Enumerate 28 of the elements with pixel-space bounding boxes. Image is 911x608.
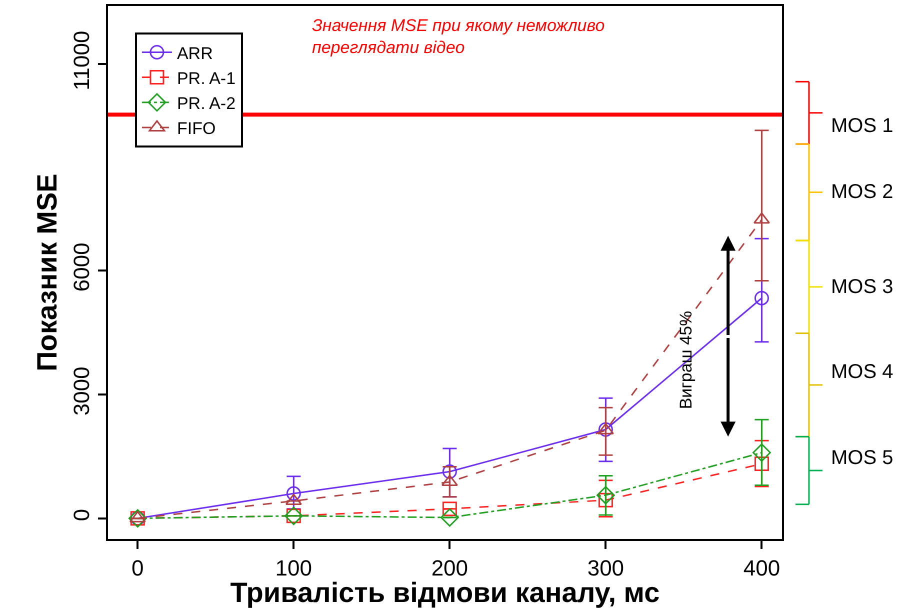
text: MOS 2 [831,181,894,203]
point [754,456,769,472]
legend-label: PR. A-1 [176,68,236,88]
text: MOS 5 [831,447,894,469]
point [596,486,615,504]
point [442,464,457,479]
legend-label: FIFO [176,119,216,138]
x-tick-label: 0 [132,555,144,580]
point [754,290,769,306]
y-tick-label: 6000 [69,242,94,292]
point [752,443,771,462]
x-tick-label: 400 [743,555,780,580]
legend-label: ARR [176,44,213,63]
y-axis-title: Показник MSE [31,174,62,372]
point [442,502,457,516]
ref-line-label: Значення MSE при якому неможливо переглядати відео [312,16,605,58]
text: MOS 4 [831,361,894,383]
annotation: Виграш 45% [676,310,696,410]
legend-label: PR. A-2 [176,94,236,114]
point [440,508,459,527]
y-tick-label: 11000 [69,30,94,90]
y-tick-label: 3000 [69,366,94,416]
text: MOS 1 [831,115,894,137]
point [286,486,301,501]
y-tick-label: 0 [69,508,94,522]
point [598,422,613,437]
text: MOS 3 [831,276,894,298]
point [753,212,770,224]
